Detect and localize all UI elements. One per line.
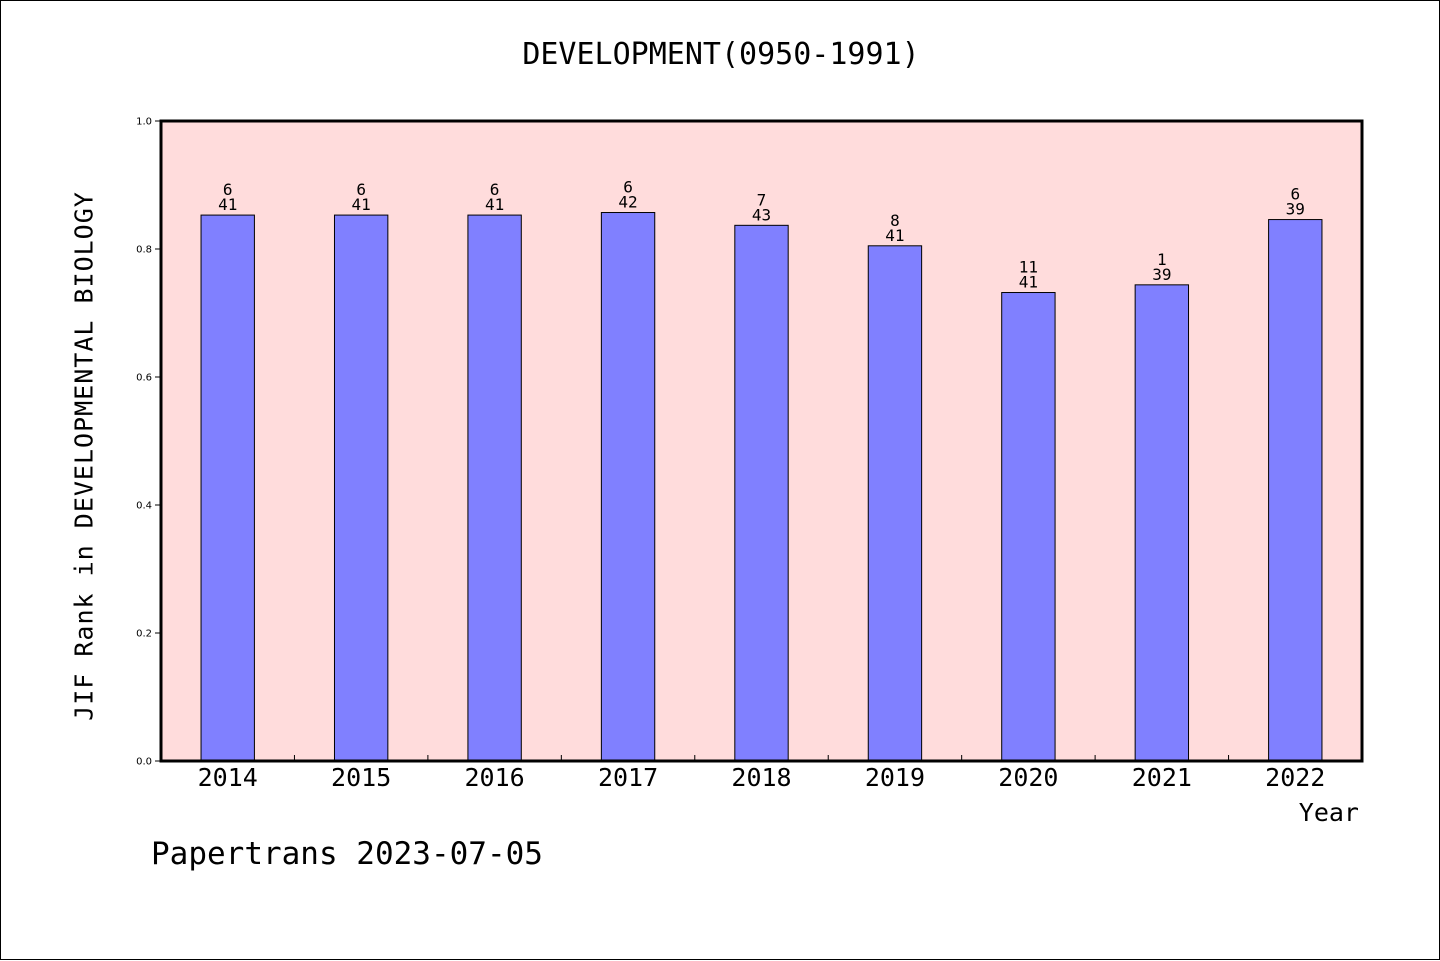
bar-rank-label: 6 bbox=[490, 180, 500, 199]
bar bbox=[1268, 219, 1323, 762]
bar-rank-label: 1 bbox=[1157, 250, 1167, 269]
y-tick-label: 1.0 bbox=[136, 117, 152, 128]
x-tick-label: 2014 bbox=[198, 763, 258, 792]
bar-total-label: 39 bbox=[1286, 200, 1305, 219]
x-tick-label: 2022 bbox=[1265, 763, 1325, 792]
x-tick-label: 2018 bbox=[731, 763, 791, 792]
bar bbox=[600, 212, 656, 762]
x-tick-label: 2016 bbox=[465, 763, 525, 792]
bar-total-label: 39 bbox=[1152, 265, 1171, 284]
bar-total-label: 41 bbox=[352, 195, 371, 214]
x-tick-label: 2015 bbox=[331, 763, 391, 792]
y-tick-label: 0.4 bbox=[136, 501, 152, 512]
bar-total-label: 41 bbox=[485, 195, 504, 214]
bar-rank-label: 6 bbox=[223, 180, 233, 199]
footer-credit: Papertrans 2023-07-05 bbox=[151, 836, 543, 872]
bar-rank-label: 6 bbox=[356, 180, 366, 199]
x-tick-label: 2021 bbox=[1132, 763, 1192, 792]
x-axis-label: Year bbox=[1298, 798, 1359, 827]
bar-rank-label: 11 bbox=[1019, 258, 1038, 277]
bar-total-label: 43 bbox=[752, 205, 771, 224]
bar bbox=[1134, 284, 1190, 762]
bar-total-label: 41 bbox=[218, 195, 237, 214]
bar-total-label: 41 bbox=[885, 226, 904, 245]
bar-rank-label: 6 bbox=[1290, 185, 1300, 204]
y-tick-label: 0.8 bbox=[136, 245, 152, 256]
x-tick-label: 2019 bbox=[865, 763, 925, 792]
bar-rank-label: 7 bbox=[757, 190, 767, 209]
bar-total-label: 42 bbox=[618, 193, 637, 212]
y-tick-label: 0.6 bbox=[136, 373, 152, 384]
chart-title: DEVELOPMENT(0950-1991) bbox=[522, 37, 920, 72]
bar bbox=[467, 214, 522, 762]
y-tick-label: 0.0 bbox=[136, 757, 152, 768]
bar-rank-label: 6 bbox=[623, 178, 633, 197]
bar bbox=[734, 224, 789, 762]
bar bbox=[333, 214, 389, 762]
bar bbox=[867, 245, 923, 762]
bar bbox=[200, 214, 255, 762]
y-tick-label: 0.2 bbox=[136, 629, 152, 640]
plot-frame bbox=[159, 119, 1364, 763]
bar bbox=[1001, 292, 1056, 762]
x-tick-label: 2017 bbox=[598, 763, 658, 792]
bar-total-label: 41 bbox=[1019, 273, 1038, 292]
x-tick-label: 2020 bbox=[998, 763, 1058, 792]
bar-rank-label: 8 bbox=[890, 211, 900, 230]
